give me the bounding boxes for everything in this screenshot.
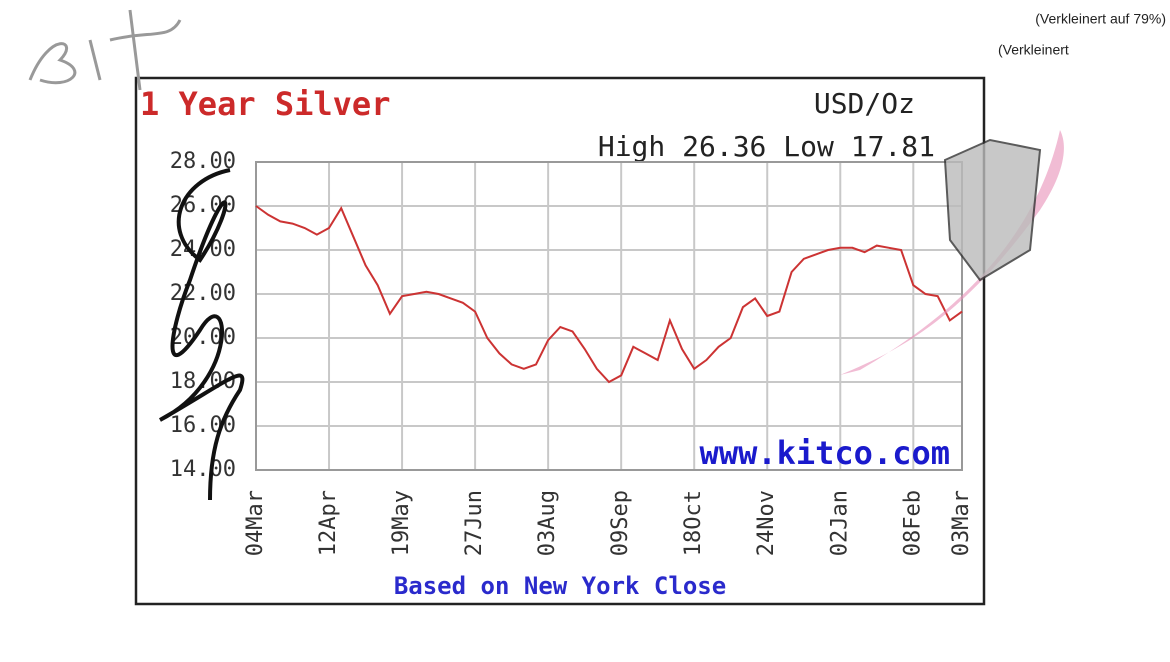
x-axis-label: Based on New York Close	[394, 572, 726, 600]
plot-border	[255, 161, 963, 471]
plot-area: 14.0016.0018.0020.0022.0024.0026.0028.00…	[170, 149, 974, 600]
y-tick-label: 14.00	[170, 457, 236, 482]
x-tick-label: 24Nov	[754, 490, 779, 556]
decoration	[943, 138, 1042, 282]
x-tick-label: 18Oct	[681, 490, 706, 556]
subtitle: High 26.36 Low 17.81	[598, 130, 935, 163]
plot-background	[256, 162, 962, 470]
x-tick-label: 08Feb	[900, 490, 925, 556]
x-tick-label: 04Mar	[243, 490, 268, 556]
x-tick-label: 27Jun	[462, 490, 487, 556]
x-tick-label: 12Apr	[316, 490, 341, 556]
x-tick-label: 03Mar	[949, 490, 974, 556]
series-line	[255, 205, 963, 384]
x-tick-label: 03Aug	[535, 490, 560, 556]
x-tick-label: 09Sep	[608, 490, 633, 556]
x-tick-label: 02Jan	[827, 490, 852, 556]
x-tick-label: 19May	[389, 490, 414, 556]
annotation: (Verkleinert auf 79%)	[1035, 11, 1166, 27]
y-tick-label: 20.00	[170, 325, 236, 350]
scribble	[28, 9, 182, 91]
source-label: www.kitco.com	[700, 434, 950, 472]
annotation: (Verkleinert	[998, 42, 1069, 58]
y-tick-label: 22.00	[170, 281, 236, 306]
unit-label: USD/Oz	[814, 87, 915, 120]
scribble	[159, 168, 245, 501]
chart-title: 1 Year Silver	[140, 85, 390, 123]
